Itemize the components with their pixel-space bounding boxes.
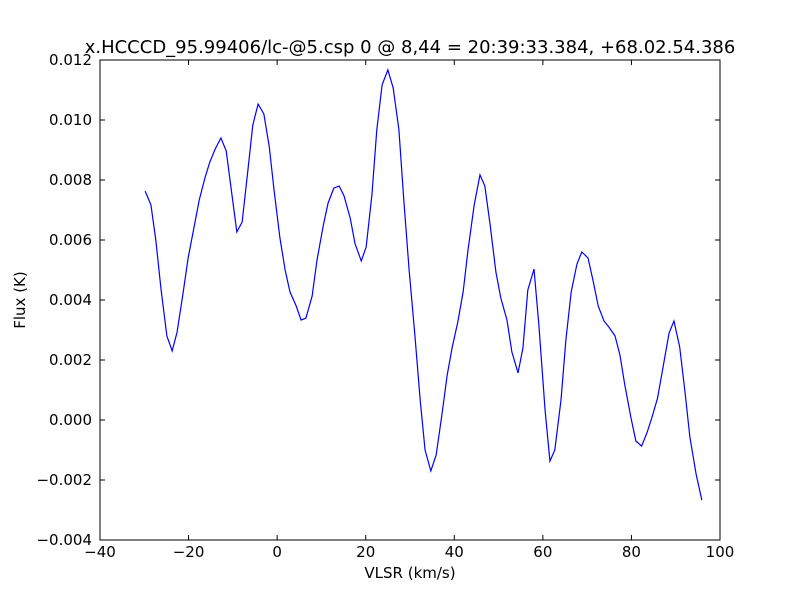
data-line [144,68,703,501]
x-tick-label: −40 [84,543,116,561]
y-tick-label: 0.012 [49,51,92,69]
x-tick-label: 0 [272,543,282,561]
y-tick-label: 0.008 [49,171,92,189]
y-axis-label: Flux (K) [11,271,29,329]
x-tick-label: 40 [445,543,464,561]
y-tick-label: −0.002 [36,471,92,489]
y-tick-label: 0.006 [49,231,92,249]
x-tick-label: 60 [533,543,552,561]
plot-frame [99,59,721,541]
chart-title: x.HCCCD_95.99406/lc-@5.csp 0 @ 8,44 = 20… [85,37,736,58]
y-tick-label: 0.004 [49,291,92,309]
x-tick-label: −20 [173,543,205,561]
y-tick-label: 0.002 [49,351,92,369]
x-axis-label: VLSR (km/s) [364,564,455,582]
x-tick-label: 80 [622,543,641,561]
y-tick-label: 0.010 [49,111,92,129]
y-tick-label: 0.000 [49,411,92,429]
x-tick-label: 20 [356,543,375,561]
x-tick-label: 100 [706,543,735,561]
y-tick-label: −0.004 [36,531,92,549]
